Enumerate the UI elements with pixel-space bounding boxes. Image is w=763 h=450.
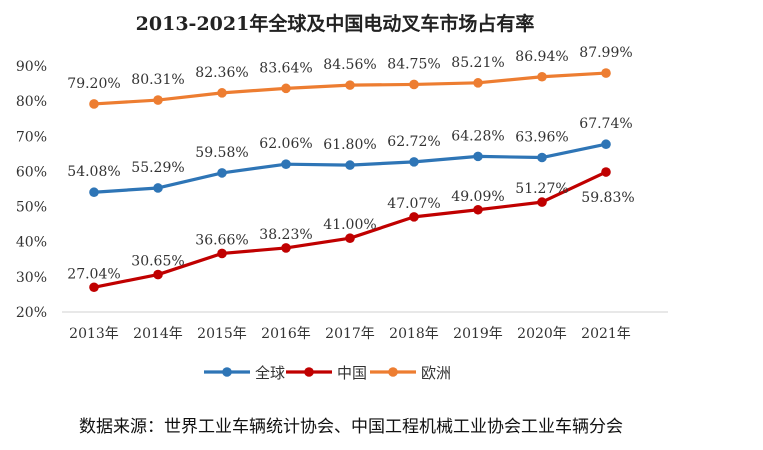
data-label: 85.21%	[451, 55, 504, 71]
data-label: 54.08%	[67, 164, 120, 180]
data-label: 62.06%	[259, 136, 312, 152]
data-label: 38.23%	[259, 227, 312, 243]
data-point	[409, 157, 419, 167]
y-tick-label: 90%	[16, 59, 47, 75]
data-point	[473, 204, 483, 215]
data-label: 83.64%	[259, 60, 312, 76]
series-中国	[89, 167, 611, 293]
data-label: 86.94%	[515, 49, 568, 65]
data-point	[345, 80, 355, 90]
x-tick-label: 2016年	[261, 326, 311, 342]
series-全球	[89, 139, 611, 198]
data-label: 67.74%	[579, 116, 632, 132]
legend-item: 全球	[204, 364, 285, 382]
legend-marker	[388, 367, 398, 377]
y-tick-label: 50%	[16, 200, 47, 216]
data-point	[153, 269, 163, 280]
y-tick-label: 40%	[16, 235, 47, 251]
data-point	[89, 187, 99, 198]
data-label: 27.04%	[67, 266, 120, 282]
x-tick-label: 2021年	[581, 326, 631, 342]
data-label: 36.66%	[195, 232, 248, 248]
legend-label: 全球	[255, 364, 285, 382]
data-point	[153, 183, 163, 193]
y-tick-label: 30%	[16, 270, 47, 286]
x-tick-label: 2018年	[389, 326, 439, 342]
data-label: 82.36%	[195, 65, 248, 81]
legend-marker	[222, 367, 232, 377]
data-label: 80.31%	[131, 72, 184, 88]
data-point	[281, 243, 291, 253]
data-label: 47.07%	[387, 196, 440, 212]
data-label: 55.29%	[131, 160, 184, 176]
data-label: 84.75%	[387, 56, 440, 72]
data-label: 49.09%	[451, 189, 504, 205]
data-label: 41.00%	[323, 217, 376, 233]
data-point	[345, 160, 355, 170]
y-tick-label: 80%	[16, 94, 47, 110]
legend-item: 欧洲	[370, 364, 451, 382]
legend-item: 中国	[286, 364, 367, 382]
data-point	[345, 233, 355, 243]
data-point	[89, 99, 99, 109]
x-tick-label: 2014年	[133, 326, 183, 342]
data-point	[601, 167, 611, 177]
data-label: 30.65%	[131, 254, 184, 270]
data-point	[217, 248, 227, 259]
data-label: 51.27%	[515, 181, 568, 197]
y-tick-label: 20%	[16, 305, 47, 321]
x-tick-label: 2019年	[453, 326, 503, 342]
data-label: 87.99%	[579, 45, 632, 61]
x-tick-label: 2017年	[325, 326, 375, 342]
x-tick-label: 2015年	[197, 326, 247, 342]
data-label: 61.80%	[323, 137, 376, 153]
data-point	[409, 212, 419, 222]
y-tick-label: 70%	[16, 129, 47, 145]
data-point	[409, 79, 419, 90]
data-label: 64.28%	[451, 128, 504, 144]
data-point	[473, 151, 483, 162]
data-point	[153, 95, 163, 105]
x-tick-label: 2013年	[69, 326, 119, 342]
legend-marker	[304, 367, 314, 377]
data-point	[537, 152, 547, 163]
x-tick-label: 2020年	[517, 326, 567, 342]
legend-label: 欧洲	[421, 364, 451, 382]
data-point	[601, 139, 611, 150]
data-label: 84.56%	[323, 57, 376, 73]
chart-legend: 全球 中国 欧洲	[204, 364, 451, 382]
data-point	[281, 159, 291, 169]
data-point	[537, 197, 547, 207]
legend-label: 中国	[337, 364, 367, 382]
chart-data-labels: 54.08% 55.29% 59.58% 62.06% 61.80% 62.72% 64.2…	[67, 45, 634, 282]
data-label: 59.83%	[581, 190, 634, 206]
data-label: 63.96%	[515, 130, 568, 146]
data-label: 59.58%	[195, 145, 248, 161]
data-label: 79.20%	[67, 76, 120, 92]
data-point	[537, 71, 547, 82]
data-label: 62.72%	[387, 134, 440, 150]
series-欧洲	[89, 68, 611, 109]
data-point	[601, 68, 611, 78]
data-point	[89, 282, 99, 293]
data-point	[473, 78, 483, 88]
data-point	[217, 88, 227, 98]
source-note: 数据来源：世界工业车辆统计协会、中国工程机械工业协会工业车辆分会	[79, 417, 623, 437]
y-tick-label: 60%	[16, 164, 47, 180]
data-point	[217, 168, 227, 178]
chart-series	[89, 68, 611, 293]
chart-axes: 20% 30% 40% 50% 60% 70% 80% 90% 2013年 2014年 2015年 2…	[16, 59, 668, 342]
data-point	[281, 83, 291, 94]
chart-title: 2013-2021年全球及中国电动叉车市场占有率	[136, 12, 535, 35]
